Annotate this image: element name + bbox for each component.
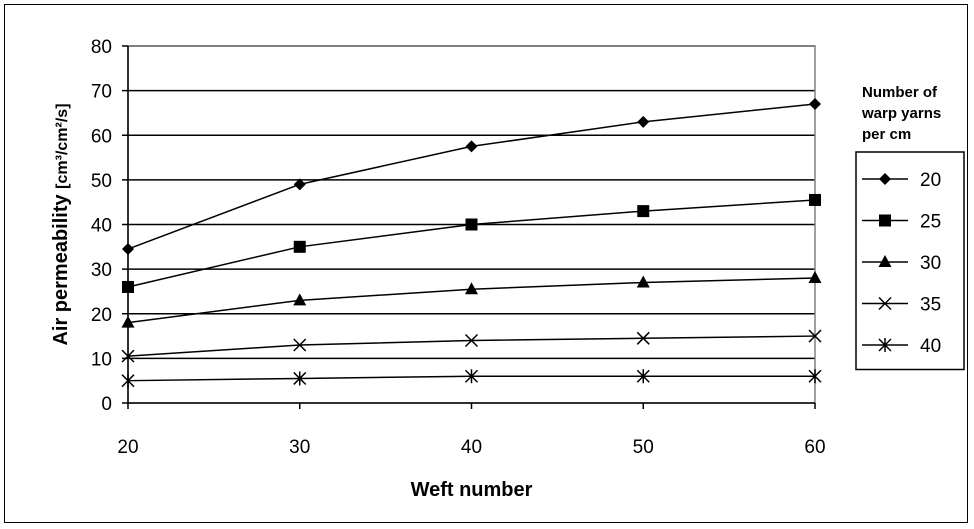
data-point [636,369,650,384]
gridlines [128,45,815,360]
series-40 [121,369,822,388]
x-tick-label: 50 [633,437,654,458]
x-tick-label: 60 [804,437,825,458]
data-point [808,329,822,343]
data-point [122,280,134,293]
data-point [465,218,478,231]
data-point [293,338,307,352]
data-point [293,371,307,386]
data-point [293,240,306,253]
legend-marker [878,255,892,267]
legend-entry: 35 [862,295,941,316]
legend-label: 30 [920,253,941,274]
y-tick-label: 40 [91,216,112,237]
legend-entry: 40 [862,336,941,357]
y-tick-label: 70 [91,82,112,103]
legend-marker [879,214,891,227]
legend-label: 40 [920,336,941,357]
x-axis-title: Weft number [411,479,533,501]
data-point [636,275,650,288]
legend-entry: 30 [862,253,941,274]
y-tick-label: 60 [91,126,112,147]
series-line [127,199,816,288]
legend-title-line: Number of [862,84,938,101]
series-20 [122,98,821,256]
data-point [637,205,650,218]
data-point [636,331,650,345]
y-axis-title-unit: [cm³/cm²/s] [54,103,71,188]
data-point [808,369,822,384]
x-tick-labels: 20 30 40 50 60 [117,437,825,458]
legend-entry: 20 [862,170,941,191]
y-tick-label: 0 [101,394,112,415]
data-point [637,115,650,128]
x-tick-label: 40 [461,437,482,458]
data-point [809,193,821,206]
legend-marker [878,296,892,311]
data-point [808,271,822,284]
legend-title-line: per cm [862,126,911,143]
y-tick-label: 30 [91,260,112,281]
data-point [122,243,134,256]
legend-label: 35 [920,295,941,316]
axes [122,45,816,409]
series-30 [121,271,822,328]
data-point [465,282,478,295]
y-axis-title-main: Air permeability [50,194,72,346]
series-35 [121,329,822,363]
legend-label: 20 [920,170,941,191]
series-25 [122,193,821,293]
data-point [293,178,306,191]
legend-label: 25 [920,212,941,233]
data-point [809,98,821,111]
data-point [121,315,135,328]
y-tick-label: 80 [91,37,112,58]
data-point [464,369,479,384]
legend-title: Number of warp yarns per cm [861,84,941,143]
chart-frame [4,4,968,523]
y-tick-label: 50 [91,171,112,192]
legend-marker [878,338,892,352]
legend-box [855,151,965,371]
legend-marker [879,173,891,185]
x-tick-label: 20 [117,437,138,458]
data-point [465,140,478,153]
y-axis-title: Air permeability [cm³/cm²/s] [50,103,72,345]
data-series [121,98,822,388]
data-point [293,293,307,306]
y-tick-labels: 0 10 20 30 40 50 60 70 80 [91,37,112,415]
data-point [121,373,135,388]
x-tick-label: 30 [289,437,310,458]
series-line [127,335,816,357]
legend-entry: 25 [862,212,941,233]
legend: 20 25 30 35 40 [862,170,941,357]
y-tick-label: 10 [91,349,112,370]
legend-title-line: warp yarns [861,105,941,122]
data-point [464,333,479,348]
data-point [121,349,135,363]
y-tick-label: 20 [91,305,112,326]
